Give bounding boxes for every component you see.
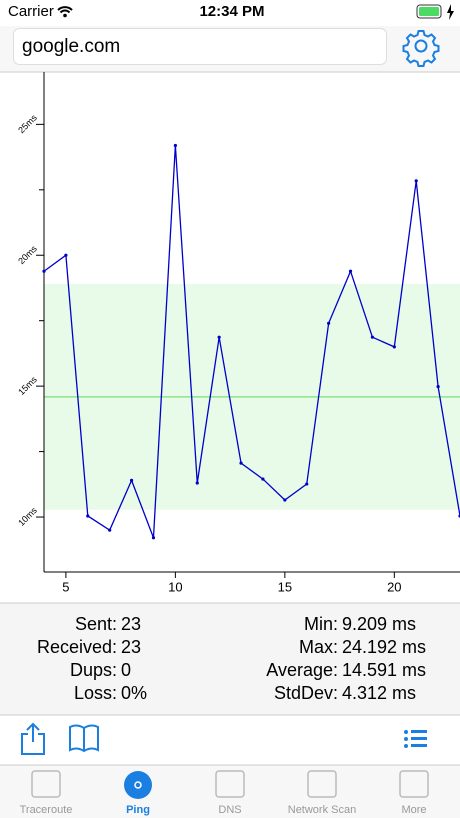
stat-value: 4.312 ms [342,683,416,703]
ping-line [43,145,460,538]
ping-point [151,536,156,540]
stat-value: 14.591 ms [342,660,426,680]
stat-label: Received: [37,637,117,657]
y-tick-label: 15ms [16,374,39,397]
tab-bar [0,765,460,818]
battery [416,4,442,19]
y-tick-label: 20ms [16,243,39,266]
charging-icon [447,4,454,20]
tab-icon[interactable] [399,770,429,798]
stats-panel [0,603,460,715]
stat-label: StdDev: [274,683,338,703]
stat-label: Loss: [74,683,117,703]
y-tick-label: 10ms [16,505,39,528]
tab-label[interactable]: Network Scan [288,804,356,816]
bookmarks-button[interactable] [69,724,99,753]
stat-label: Min: [304,614,338,634]
ping-point [217,335,221,339]
stat-value: 9.209 ms [342,614,416,634]
stat-value: 0% [121,683,147,703]
ping-point [392,345,396,349]
stat-value: 23 [121,614,141,634]
tab-icon[interactable] [307,770,337,798]
ping-point [370,335,375,339]
x-tick-label: 10 [168,579,182,594]
stat-label: Sent: [75,614,117,634]
ping-point [86,514,90,518]
search-text[interactable]: google.com [22,36,120,57]
tab-label[interactable]: More [401,804,426,816]
battery-level [419,7,439,16]
stat-value: 24.192 ms [342,637,426,657]
ping-point [64,253,68,257]
tab-label[interactable]: Traceroute [20,804,73,816]
wifi-icon [57,6,73,14]
chart: 10ms 15ms 20ms 25ms 5 10 15 20 [16,72,460,594]
ping-point [42,269,46,273]
stat-label: Dups: [70,660,117,680]
stat-label: Average: [266,660,338,680]
ping-point [129,478,134,482]
ping-point [414,179,418,183]
tab-icon[interactable] [124,771,152,799]
ping-point [173,143,177,148]
stat-label: Max: [299,637,338,657]
stat-value: 0 [121,660,131,680]
ping-point [261,477,265,481]
x-tick-label: 15 [278,579,292,594]
ping-point [195,481,199,485]
ping-point [436,385,440,389]
list-button[interactable] [404,730,427,748]
tabs: Traceroute Ping DNS Network Scan More [20,770,429,816]
x-tick-label: 20 [387,579,401,594]
ping-point [305,482,309,486]
ping-point [108,528,112,532]
carrier: Carrier [8,3,54,20]
ping-point [283,498,287,502]
ping-point [239,461,243,465]
ping-point [327,321,331,325]
wifi-dot [63,13,67,18]
stat-value: 23 [121,637,141,657]
tab-label[interactable]: Ping [126,804,150,816]
x-tick-label: 5 [62,579,69,594]
y-tick-label: 25ms [16,112,39,135]
tab-icon[interactable] [31,770,61,798]
settings-button[interactable] [402,30,440,67]
share-button[interactable] [21,722,45,755]
tab-icon[interactable] [215,770,245,798]
tab-label[interactable]: DNS [218,804,241,816]
search-field[interactable] [13,28,387,65]
tab-icon-dot[interactable] [134,781,142,789]
ping-point [348,269,353,273]
clock: 12:34 PM [199,3,264,20]
